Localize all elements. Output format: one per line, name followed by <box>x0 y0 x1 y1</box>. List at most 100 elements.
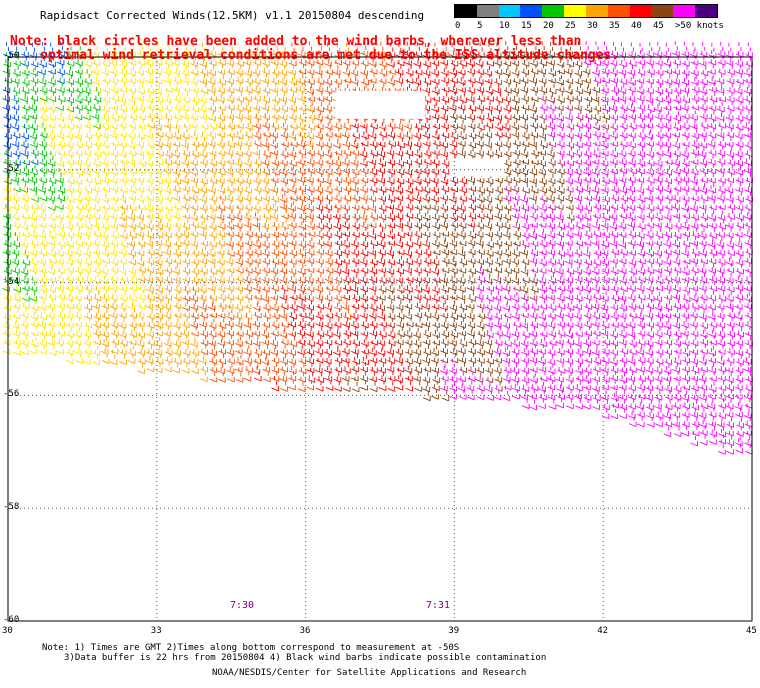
wind-barb <box>128 241 136 257</box>
wind-barb <box>591 340 600 356</box>
wind-barb <box>600 286 609 302</box>
wind-barb <box>681 60 690 76</box>
wind-barb <box>306 248 315 264</box>
wind-barb <box>548 249 556 266</box>
wind-barb <box>539 104 547 121</box>
wind-barb <box>93 320 101 337</box>
wind-barb <box>38 132 47 148</box>
wind-barb <box>3 104 11 121</box>
wind-barb <box>654 41 663 58</box>
wind-barb <box>431 277 440 294</box>
wind-barb <box>261 349 269 366</box>
wind-barb <box>414 142 423 158</box>
wind-barb <box>468 339 476 355</box>
wind-barb <box>557 59 565 75</box>
wind-barb <box>484 68 493 85</box>
wind-barb <box>30 295 39 311</box>
wind-barb <box>708 205 717 221</box>
wind-barb <box>485 358 493 374</box>
wind-barb <box>646 78 654 95</box>
wind-barb <box>128 249 137 266</box>
wind-barb <box>262 312 270 328</box>
wind-barb <box>547 195 556 211</box>
wind-barb <box>691 132 700 149</box>
wind-barb <box>611 392 619 409</box>
wind-barb <box>716 97 725 113</box>
wind-barb <box>74 285 82 301</box>
wind-barb <box>47 303 55 319</box>
wind-barb <box>431 78 440 95</box>
wind-barb <box>547 50 555 66</box>
wind-barb <box>164 41 172 58</box>
wind-barb <box>423 339 431 356</box>
wind-barb <box>638 267 646 283</box>
y-tick-label: -50 <box>3 51 20 61</box>
wind-barb <box>216 87 225 103</box>
wind-barb <box>395 267 404 284</box>
wind-barb <box>700 212 708 229</box>
wind-barb <box>298 267 306 284</box>
wind-barb <box>431 195 439 212</box>
wind-barb <box>700 248 708 265</box>
wind-barb <box>619 123 628 139</box>
wind-barb <box>272 96 280 112</box>
colorbar-swatch <box>476 5 499 17</box>
wind-barb <box>254 302 262 319</box>
wind-barb <box>154 78 162 95</box>
wind-barb <box>690 248 698 265</box>
colorbar-swatch <box>542 5 565 17</box>
wind-barb <box>502 276 511 292</box>
wind-barb <box>600 295 609 311</box>
wind-barb <box>164 96 173 112</box>
wind-barb <box>726 87 735 103</box>
wind-barb <box>734 384 743 400</box>
wind-barb <box>57 113 66 129</box>
wind-barb <box>262 295 271 311</box>
wind-barb <box>584 104 593 120</box>
wind-barb <box>66 51 75 67</box>
wind-barb <box>218 293 227 310</box>
wind-barb <box>477 86 485 103</box>
wind-barb <box>271 348 280 364</box>
wind-barb <box>288 349 297 365</box>
wind-barb <box>440 95 449 112</box>
wind-barb <box>672 303 681 319</box>
wind-barb <box>128 312 137 329</box>
wind-barb <box>583 312 592 329</box>
wind-barb <box>262 223 270 239</box>
wind-barb <box>83 95 92 112</box>
wind-barb <box>405 140 413 157</box>
wind-barb <box>717 339 726 355</box>
wind-barb <box>592 105 601 122</box>
wind-barb <box>378 177 387 193</box>
wind-barb <box>673 213 682 229</box>
wind-barb <box>271 186 279 203</box>
wind-barb <box>3 295 12 311</box>
wind-barb <box>244 60 252 77</box>
wind-barb <box>529 285 538 301</box>
wind-barb <box>672 203 680 219</box>
wind-barb <box>725 267 734 284</box>
wind-barb <box>146 185 154 202</box>
wind-barb <box>539 384 547 401</box>
wind-barb <box>717 50 726 66</box>
wind-barb <box>57 41 65 57</box>
wind-barb <box>217 114 226 130</box>
wind-barb <box>503 248 511 265</box>
wind-barb <box>12 303 21 320</box>
wind-barb <box>360 131 369 147</box>
wind-barb <box>129 104 137 121</box>
wind-barb <box>744 439 753 455</box>
wind-barb <box>74 113 82 130</box>
wind-barb <box>209 367 218 383</box>
wind-barb <box>521 340 529 356</box>
wind-barb <box>155 321 163 337</box>
wind-barb <box>297 69 306 85</box>
wind-barb <box>575 132 583 149</box>
wind-barb <box>101 240 110 257</box>
wind-barb <box>324 159 333 176</box>
wind-barb <box>388 131 396 147</box>
wind-barb <box>66 222 75 239</box>
wind-barb <box>511 60 520 76</box>
wind-barb <box>431 140 440 156</box>
